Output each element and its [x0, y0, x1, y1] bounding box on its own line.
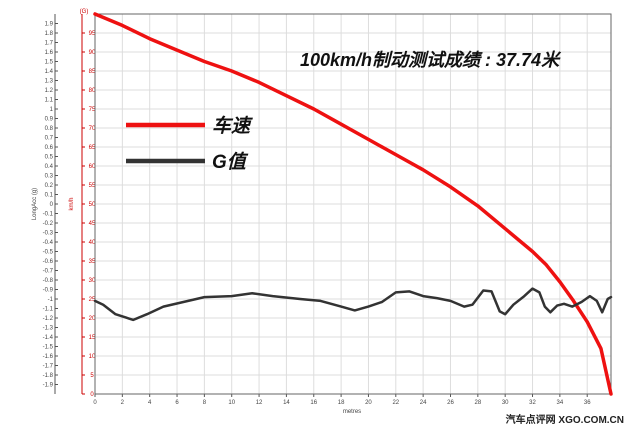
left-tick-label: 0	[50, 202, 54, 208]
series-line-speed	[93, 12, 613, 396]
left-tick-label: -1.5	[43, 345, 54, 351]
left-tick-label: -0.6	[43, 259, 54, 265]
left-tick-label: 1.1	[45, 98, 54, 104]
left-tick-label: -0.9	[43, 288, 54, 294]
right-tick-label: 45	[89, 221, 96, 227]
x-tick-label: 14	[283, 400, 290, 406]
x-tick-label: 8	[203, 400, 207, 406]
left-tick-label: 0.6	[45, 145, 54, 151]
left-tick-label: 0.7	[45, 136, 54, 142]
right-tick-label: 75	[89, 107, 96, 113]
x-tick-label: 26	[447, 400, 454, 406]
left-tick-label: 1.6	[45, 50, 54, 56]
left-tick-label: 1.2	[45, 88, 54, 94]
left-tick-label: 0.5	[45, 155, 54, 161]
grid-lines	[94, 14, 611, 395]
x-tick-label: 2	[121, 400, 125, 406]
left-tick-label: -1.2	[43, 316, 54, 322]
x-tick-label: 24	[420, 400, 427, 406]
result-annotation: 100km/h制动测试成绩 : 37.74米	[300, 50, 562, 70]
left-tick-label: -1.7	[43, 364, 54, 370]
x-tick-label: 34	[557, 400, 564, 406]
right-tick-label: 20	[89, 316, 96, 322]
right-tick-label: 50	[89, 202, 96, 208]
left-tick-label: -0.1	[43, 212, 54, 218]
left-tick-label: 1.4	[45, 69, 54, 75]
left-axis-g: -1.9 -1.8 -1.7 -1.6 -1.5 -1.4 -1.3 -1.2 -1.1 -1 -0…	[43, 14, 58, 394]
x-tick-label: 0	[93, 400, 97, 406]
x-tick-label: 30	[502, 400, 509, 406]
left-tick-label: 1.5	[45, 60, 54, 66]
right-tick-label: 15	[89, 335, 96, 341]
x-tick-label: 10	[228, 400, 235, 406]
series-line-g	[93, 287, 613, 322]
legend-label-g: G值	[212, 151, 249, 173]
left-tick-label: -1.6	[43, 354, 54, 360]
right-tick-label: 0	[90, 392, 94, 398]
x-tick-label: 4	[148, 400, 152, 406]
x-axis: 0 2 4 6 8 10 12 14 16 18 20 22 24 26 28 30 32 34 36	[93, 394, 591, 406]
x-tick-label: 16	[310, 400, 317, 406]
left-tick-label: -0.5	[43, 250, 54, 256]
series-layer	[93, 12, 613, 396]
left-tick-label: -0.3	[43, 231, 54, 237]
x-tick-label: 32	[529, 400, 536, 406]
right-tick-label: 10	[89, 354, 96, 360]
left-tick-label: -1.9	[43, 383, 54, 389]
right-tick-label: 80	[89, 88, 96, 94]
right-tick-label: 60	[89, 164, 96, 170]
x-axis-label: metres	[343, 409, 361, 415]
legend-label-speed: 车速	[212, 115, 253, 137]
left-tick-label: -1.3	[43, 326, 54, 332]
left-tick-label: 0.4	[45, 164, 54, 170]
x-tick-label: 36	[584, 400, 591, 406]
left-tick-label: 1.9	[45, 22, 54, 28]
right-tick-label: 95	[89, 31, 96, 37]
right-tick-label: 35	[89, 259, 96, 265]
right-tick-label: 85	[89, 69, 96, 75]
left-tick-label: -1.4	[43, 335, 54, 341]
right-tick-label: 90	[89, 50, 96, 56]
left-tick-label: 1.8	[45, 31, 54, 37]
x-tick-label: 22	[392, 400, 399, 406]
right-tick-label: 30	[89, 278, 96, 284]
right-tick-label: 55	[89, 183, 96, 189]
left-tick-label: 0.1	[45, 193, 54, 199]
left-tick-label: -0.8	[43, 278, 54, 284]
y-right-axis-label: km/h	[69, 197, 75, 210]
x-tick-label: 6	[175, 400, 179, 406]
left-tick-label: 1.3	[45, 79, 54, 85]
left-tick-label: -0.2	[43, 221, 54, 227]
right-tick-label: 25	[89, 297, 96, 303]
left-tick-label: -1.8	[43, 373, 54, 379]
right-axis-kmh: 0 5 10 15 20 25 30 35 40 45 50 55 60 65 70 75 80 85 90 95	[81, 14, 96, 398]
x-tick-label: 28	[474, 400, 481, 406]
y-right-top-label: (G)	[80, 9, 89, 15]
right-tick-label: 65	[89, 145, 96, 151]
watermark: 汽车点评网 XGO.COM.CN	[506, 413, 624, 426]
left-tick-label: 0.2	[45, 183, 54, 189]
x-tick-label: 18	[338, 400, 345, 406]
legend: 车速 G值	[126, 115, 253, 173]
right-tick-label: 70	[89, 126, 96, 132]
left-tick-label: 0.3	[45, 174, 54, 180]
y-left-axis-label: LongAcc (g)	[32, 188, 38, 220]
left-tick-label: 0.8	[45, 126, 54, 132]
left-tick-label: 1.7	[45, 41, 54, 47]
x-tick-label: 12	[256, 400, 263, 406]
left-tick-label: 0.9	[45, 117, 54, 123]
right-tick-label: 5	[90, 373, 94, 379]
right-tick-label: 40	[89, 240, 96, 246]
left-tick-label: 1	[50, 107, 54, 113]
left-tick-label: -1	[48, 297, 54, 303]
x-tick-label: 20	[365, 400, 372, 406]
left-tick-label: -0.4	[43, 240, 54, 246]
plot-frame	[94, 13, 612, 395]
left-tick-label: -0.7	[43, 269, 54, 275]
left-tick-label: -1.1	[43, 307, 54, 313]
